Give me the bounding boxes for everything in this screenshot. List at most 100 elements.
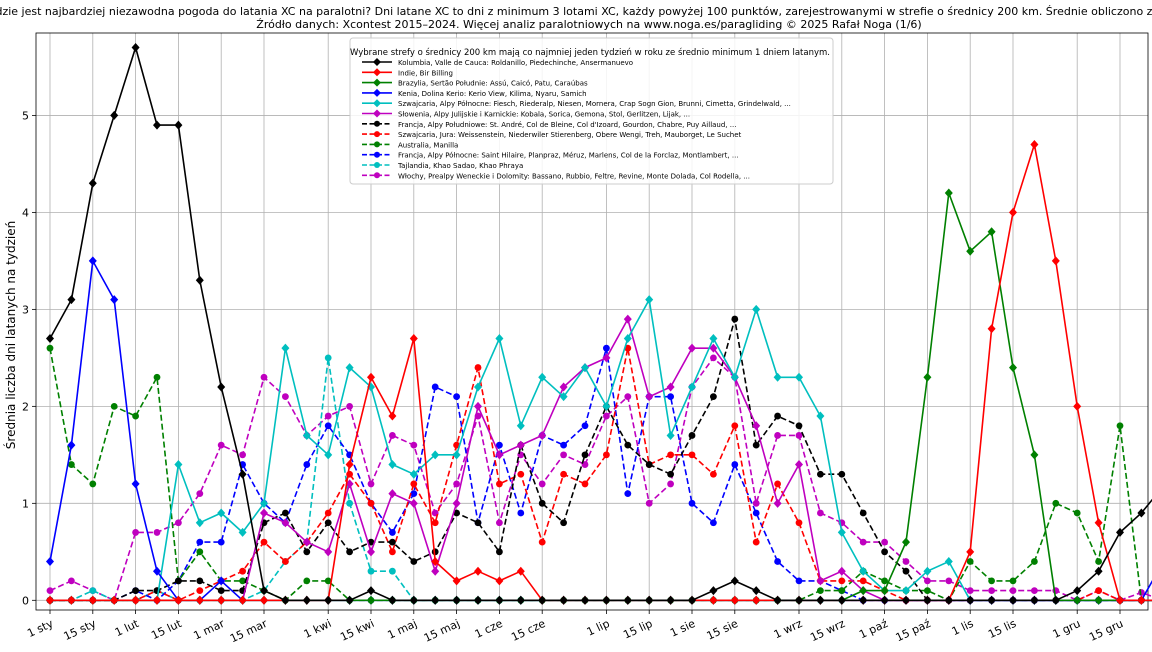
series-line (49, 258, 1152, 602)
data-point (153, 120, 161, 130)
data-point (817, 587, 824, 595)
data-point (195, 595, 204, 605)
data-point (67, 295, 76, 305)
data-point (260, 586, 268, 596)
data-point (923, 372, 932, 382)
data-point (603, 451, 610, 459)
data-point (324, 595, 333, 605)
series-5 (46, 314, 1152, 605)
legend-label: Włochy, Prealpy Weneckie i Dolomity: Bas… (398, 172, 750, 180)
data-point (431, 595, 440, 605)
data-point (324, 577, 332, 585)
data-point (409, 595, 418, 605)
data-point (709, 343, 718, 353)
data-point (410, 441, 418, 449)
x-tick-label: 1 cze (473, 617, 505, 641)
data-point (452, 498, 461, 508)
data-point (966, 246, 975, 256)
y-tick-label: 1 (22, 497, 29, 510)
data-point (624, 490, 632, 498)
data-point (516, 421, 525, 431)
data-point (988, 577, 995, 585)
data-point (581, 422, 589, 430)
data-point (260, 538, 268, 546)
y-tick-label: 2 (22, 400, 29, 413)
data-point (281, 343, 290, 353)
data-point (1009, 595, 1017, 605)
data-point (924, 577, 931, 585)
data-point (816, 576, 825, 586)
data-point (988, 587, 995, 595)
data-point (517, 509, 525, 517)
data-point (560, 441, 567, 449)
data-point (303, 548, 311, 556)
data-point (238, 469, 247, 479)
data-point (623, 314, 632, 324)
data-point (795, 372, 803, 382)
x-tick-label: 1 kwi (302, 617, 334, 641)
data-point (324, 412, 332, 420)
data-point (859, 566, 868, 576)
data-point (944, 557, 953, 567)
data-point (282, 558, 289, 565)
data-point (603, 412, 610, 420)
data-point (688, 451, 696, 459)
x-tick-label: 15 sty (62, 617, 99, 643)
data-point (388, 460, 397, 470)
data-point (496, 480, 503, 488)
data-point (1116, 595, 1124, 605)
data-point (474, 401, 482, 411)
legend-item: Francja, Alpy Południowe: St. André, Col… (362, 120, 736, 129)
data-point (560, 451, 567, 459)
data-point (1009, 363, 1017, 373)
data-point (453, 480, 460, 488)
data-point (345, 595, 354, 605)
legend-marker (374, 162, 380, 168)
data-point (388, 411, 397, 421)
legend-frame (349, 37, 834, 185)
data-point (217, 508, 226, 518)
data-point (431, 557, 440, 567)
legend-marker (373, 99, 381, 108)
data-point (602, 401, 611, 411)
data-point (752, 441, 760, 449)
data-point (410, 490, 418, 498)
data-point (966, 595, 975, 605)
data-point (966, 558, 974, 565)
data-point (752, 499, 760, 507)
data-point (581, 595, 589, 605)
data-point (795, 460, 803, 470)
data-point (496, 519, 503, 527)
data-point (389, 548, 396, 556)
data-point (46, 595, 54, 605)
data-point (666, 595, 675, 605)
data-point (474, 566, 482, 576)
legend-marker (374, 151, 380, 158)
data-point (773, 372, 782, 382)
y-tick-label: 0 (22, 594, 29, 607)
data-point (1094, 595, 1103, 605)
data-point (602, 353, 611, 363)
data-point (923, 566, 932, 576)
data-point (303, 577, 311, 585)
data-point (838, 470, 846, 478)
data-point (175, 577, 182, 585)
legend-label: Słowenia, Alpy Julijskie i Karnickie: Ko… (398, 111, 690, 119)
legend-label: Brazylia, Sertão Południe: Assú, Caicó, … (398, 80, 588, 88)
series-2 (46, 188, 1152, 605)
data-point (752, 595, 761, 605)
data-point (538, 595, 547, 605)
legend-label: Szwajcaria, Jura: Weissenstein, Niederwi… (398, 131, 742, 139)
series-11 (46, 354, 1152, 604)
data-point (217, 538, 225, 546)
data-point (538, 538, 546, 546)
data-point (367, 595, 375, 605)
data-point (1095, 558, 1102, 565)
data-point (217, 382, 226, 392)
data-point (474, 364, 482, 371)
data-point (581, 480, 589, 488)
data-point (1030, 595, 1039, 605)
legend-label: Francja, Alpy Północne: Saint Hilaire, P… (398, 152, 739, 160)
data-point (153, 373, 161, 381)
data-point (817, 509, 824, 517)
